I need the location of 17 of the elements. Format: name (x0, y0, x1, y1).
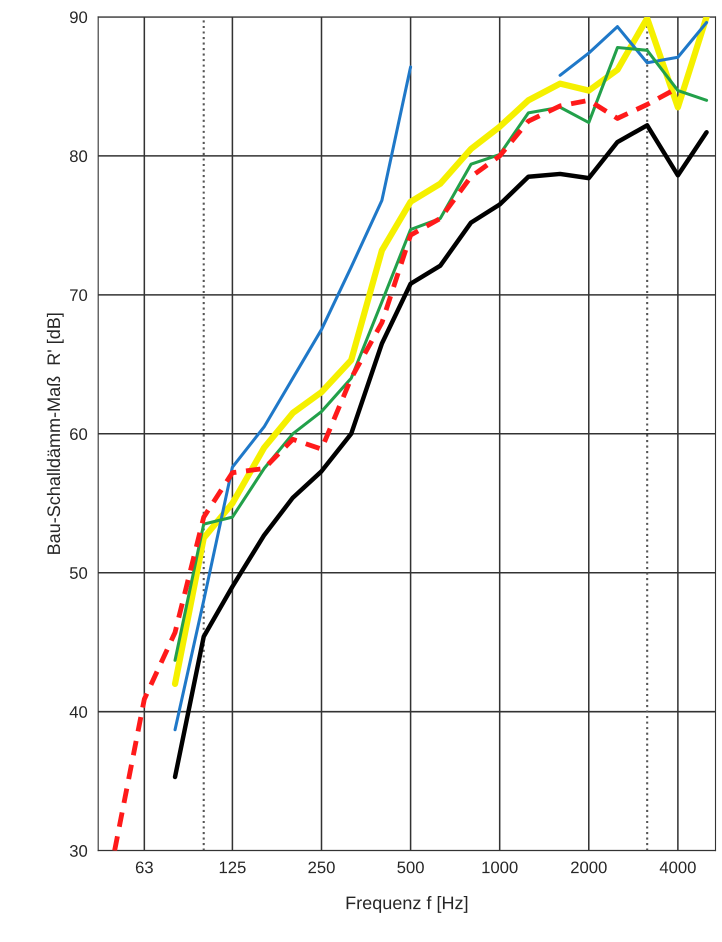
y-tick-label: 60 (70, 428, 88, 440)
y-tick-label: 50 (70, 567, 88, 579)
x-tick-label: 2000 (571, 861, 607, 874)
x-tick-label: 250 (308, 861, 335, 874)
line-series (172, 123, 709, 780)
y-tick-label: 30 (70, 845, 88, 857)
x-axis-title: Frequenz f [Hz] (346, 896, 468, 913)
y-tick-label: 90 (70, 11, 88, 24)
x-tick-label: 63 (136, 861, 153, 874)
x-tick-label: 125 (220, 861, 246, 874)
y-axis-title: Bau-Schalldämm-Maß R' [dB] (46, 313, 64, 554)
y-tick-label: 40 (70, 706, 88, 718)
y-tick-label: 70 (70, 289, 88, 302)
y-tick-label: 80 (70, 150, 88, 162)
x-tick-label: 500 (397, 861, 424, 874)
x-tick-label: 4000 (660, 861, 696, 874)
x-tick-label: 1000 (482, 861, 518, 874)
